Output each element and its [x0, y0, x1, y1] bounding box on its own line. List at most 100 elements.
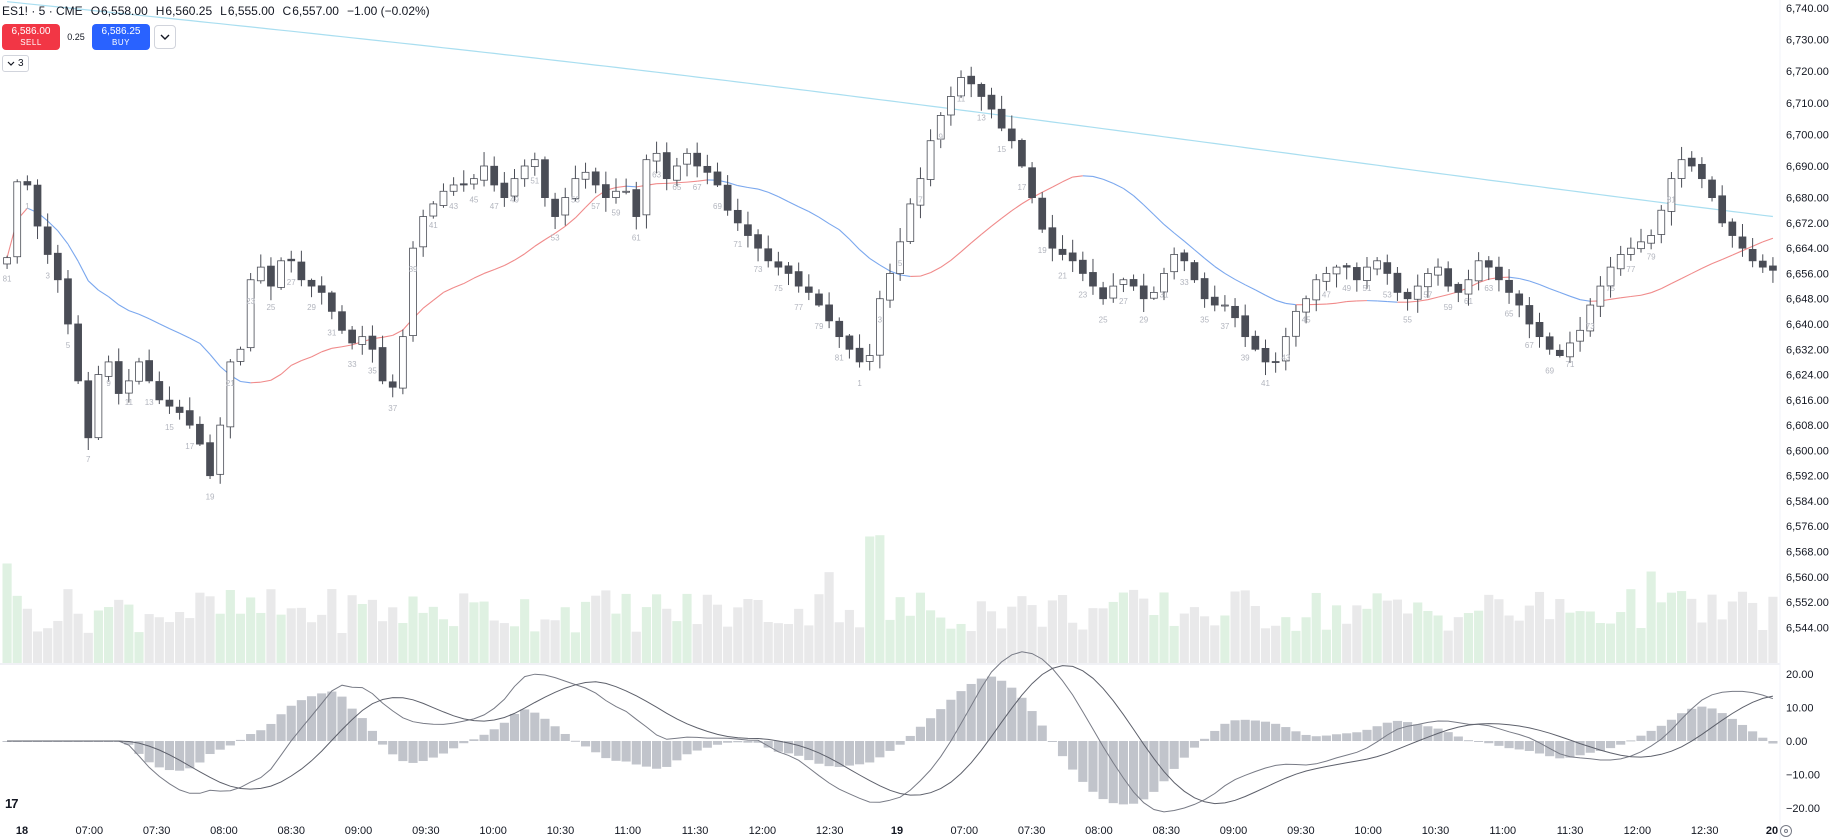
candle-body[interactable]	[1687, 157, 1696, 167]
candle-body[interactable]	[1068, 252, 1077, 262]
candle-body[interactable]	[348, 329, 356, 344]
candle-body[interactable]	[53, 252, 62, 281]
candle-body[interactable]	[1160, 273, 1168, 293]
candle-body[interactable]	[835, 320, 844, 338]
candle-body[interactable]	[683, 152, 691, 165]
candle-body[interactable]	[977, 83, 986, 97]
candle-body[interactable]	[23, 181, 32, 186]
candle-body[interactable]	[815, 293, 823, 306]
candle-body[interactable]	[1413, 285, 1422, 300]
candle-body[interactable]	[601, 184, 610, 198]
candle-body[interactable]	[581, 171, 590, 180]
candle-body[interactable]	[1515, 293, 1524, 306]
candle-body[interactable]	[1464, 279, 1473, 295]
candle-body[interactable]	[490, 165, 499, 186]
candle-body[interactable]	[439, 190, 448, 206]
candle-body[interactable]	[449, 184, 458, 192]
candle-body[interactable]	[125, 380, 133, 394]
candle-body[interactable]	[804, 286, 813, 293]
candle-body[interactable]	[1180, 252, 1189, 262]
candle-body[interactable]	[723, 184, 732, 211]
candle-body[interactable]	[1748, 248, 1757, 262]
candle-body[interactable]	[1718, 195, 1727, 224]
candle-body[interactable]	[1170, 254, 1179, 273]
candle-body[interactable]	[1758, 260, 1767, 268]
candle-body[interactable]	[865, 355, 874, 362]
candle-body[interactable]	[1383, 262, 1392, 274]
candle-body[interactable]	[551, 198, 559, 217]
candle-body[interactable]	[1190, 262, 1199, 281]
candle-body[interactable]	[1728, 221, 1737, 236]
sell-button[interactable]: 6,586.00 SELL	[2, 24, 60, 50]
candle-body[interactable]	[1322, 273, 1331, 282]
candle-body[interactable]	[317, 285, 326, 293]
candle-body[interactable]	[1698, 163, 1706, 180]
candle-body[interactable]	[896, 241, 904, 274]
candle-body[interactable]	[1667, 178, 1676, 212]
candle-body[interactable]	[845, 335, 854, 350]
candle-body[interactable]	[1708, 179, 1716, 199]
candle-body[interactable]	[652, 152, 661, 162]
candle-body[interactable]	[967, 75, 976, 85]
candle-body[interactable]	[1018, 139, 1026, 167]
settings-icon[interactable]	[1780, 825, 1792, 837]
candle-body[interactable]	[997, 108, 1006, 129]
candle-body[interactable]	[1444, 268, 1453, 287]
candle-body[interactable]	[541, 159, 549, 199]
candle-body[interactable]	[1576, 329, 1584, 342]
time-axis[interactable]: 18 07:00 07:30 08:00 08:30 09:00 09:30 10:00 10:…	[16, 825, 1778, 837]
candle-body[interactable]	[1241, 315, 1250, 338]
candle-body[interactable]	[916, 178, 925, 206]
candle-body[interactable]	[1647, 235, 1655, 244]
candle-body[interactable]	[693, 152, 702, 167]
buy-button[interactable]: 6,586.25 BUY	[92, 24, 150, 50]
candle-body[interactable]	[1637, 241, 1645, 250]
candle-body[interactable]	[936, 115, 945, 140]
candle-body[interactable]	[470, 178, 478, 185]
candle-body[interactable]	[1048, 227, 1057, 249]
candle-body[interactable]	[135, 361, 143, 382]
candle-body[interactable]	[1769, 265, 1777, 271]
candle-body[interactable]	[1566, 342, 1574, 358]
candle-body[interactable]	[662, 152, 671, 180]
candle-body[interactable]	[1028, 167, 1036, 199]
candle-body[interactable]	[1231, 305, 1239, 319]
candle-body[interactable]	[1261, 347, 1270, 363]
candle-body[interactable]	[297, 261, 306, 281]
candle-body[interactable]	[287, 258, 296, 262]
candle-body[interactable]	[1271, 361, 1280, 363]
candle-body[interactable]	[632, 189, 641, 217]
candle-body[interactable]	[1484, 260, 1493, 268]
candle-body[interactable]	[1555, 349, 1564, 357]
candle-body[interactable]	[1342, 265, 1351, 268]
candle-body[interactable]	[43, 226, 52, 255]
candle-body[interactable]	[1200, 278, 1209, 300]
candle-body[interactable]	[1099, 287, 1107, 300]
candle-body[interactable]	[825, 304, 833, 322]
candle-body[interactable]	[216, 424, 225, 475]
candle-body[interactable]	[246, 279, 255, 349]
candle-body[interactable]	[1352, 267, 1361, 281]
candle-body[interactable]	[84, 380, 93, 439]
candle-body[interactable]	[1525, 305, 1534, 325]
candle-body[interactable]	[1089, 272, 1097, 287]
candle-body[interactable]	[1393, 272, 1402, 293]
candle-body[interactable]	[1424, 273, 1432, 288]
candle-body[interactable]	[1221, 304, 1229, 307]
candle-body[interactable]	[855, 347, 864, 363]
candle-body[interactable]	[1373, 260, 1381, 270]
candle-body[interactable]	[185, 410, 194, 426]
candle-body[interactable]	[327, 292, 336, 312]
candle-body[interactable]	[1078, 259, 1087, 274]
candle-body[interactable]	[480, 165, 488, 181]
candle-body[interactable]	[703, 165, 712, 173]
candle-body[interactable]	[1403, 291, 1412, 300]
candle-body[interactable]	[1626, 247, 1635, 255]
candle-body[interactable]	[1139, 285, 1148, 300]
candle-body[interactable]	[510, 178, 519, 197]
candle-body[interactable]	[561, 197, 570, 216]
candle-body[interactable]	[1109, 285, 1118, 299]
candle-body[interactable]	[530, 159, 539, 167]
candle-body[interactable]	[104, 361, 113, 377]
candle-body[interactable]	[155, 381, 164, 401]
